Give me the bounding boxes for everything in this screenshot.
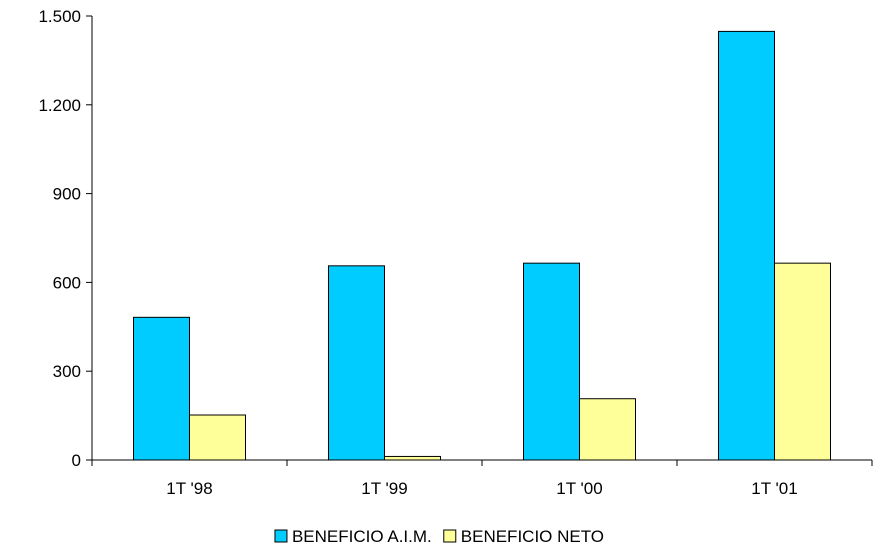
y-tick-label: 300 [53,362,81,381]
bar-beneficio-neto [384,455,441,461]
y-tick-label: 0 [72,451,81,470]
bar-beneficio-aim [718,30,775,461]
bars [133,30,831,461]
y-axis: 0 300 600 900 1.200 1.500 [38,7,93,470]
y-tick-label: 1.500 [38,7,81,26]
legend-swatch [274,529,288,543]
bar-beneficio-aim [133,316,190,461]
bar-beneficio-aim [328,265,385,461]
bar-beneficio-aim [523,262,580,461]
bar-beneficio-neto [579,398,636,461]
x-tick-label: 1T '00 [556,479,602,498]
legend-label: BENEFICIO A.I.M. [292,527,432,546]
x-tick-label: 1T '98 [166,479,212,498]
x-axis: 1T '98 1T '99 1T '00 1T '01 [91,459,873,498]
bar-beneficio-neto [189,414,246,461]
y-tick-label: 900 [53,185,81,204]
legend-label: BENEFICIO NETO [461,527,604,546]
legend-swatch [443,529,457,543]
bar-beneficio-neto [774,262,831,461]
y-tick-label: 1.200 [38,96,81,115]
x-tick-label: 1T '01 [751,479,797,498]
y-tick-label: 600 [53,273,81,292]
legend: BENEFICIO A.I.M. BENEFICIO NETO [274,527,604,546]
x-tick-label: 1T '99 [361,479,407,498]
